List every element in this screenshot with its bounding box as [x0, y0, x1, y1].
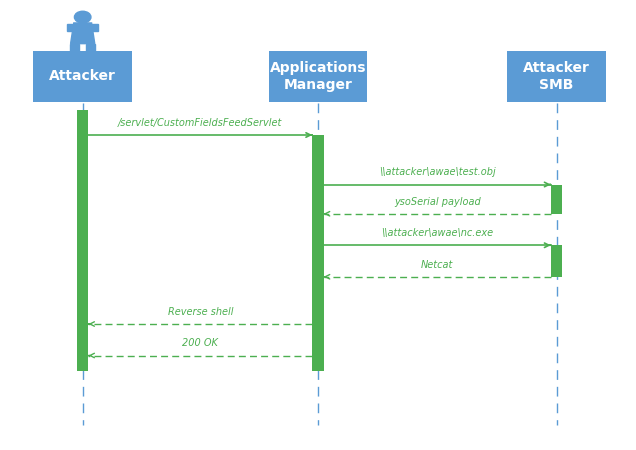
Polygon shape: [71, 23, 95, 44]
Bar: [268, 51, 368, 103]
Text: Reverse shell: Reverse shell: [168, 307, 233, 317]
Bar: [508, 51, 605, 103]
Text: Netcat: Netcat: [421, 260, 453, 270]
Text: ysoSerial payload: ysoSerial payload: [394, 197, 481, 207]
Polygon shape: [67, 24, 98, 31]
Circle shape: [74, 11, 91, 23]
Bar: [551, 184, 562, 214]
Polygon shape: [86, 44, 95, 56]
Text: /servlet/CustomFieldsFeedServlet: /servlet/CustomFieldsFeedServlet: [118, 118, 282, 128]
Bar: [551, 245, 562, 277]
Polygon shape: [70, 44, 79, 56]
Text: \\attacker\awae\test.obj: \\attacker\awae\test.obj: [379, 167, 495, 177]
Bar: [312, 135, 324, 371]
Text: Applications
Manager: Applications Manager: [270, 61, 366, 92]
Bar: [77, 110, 88, 371]
Text: \\attacker\awae\nc.exe: \\attacker\awae\nc.exe: [381, 228, 494, 238]
Text: Attacker: Attacker: [49, 69, 116, 84]
Text: Attacker
SMB: Attacker SMB: [523, 61, 590, 92]
Text: 200 OK: 200 OK: [183, 338, 218, 348]
Bar: [34, 51, 132, 103]
